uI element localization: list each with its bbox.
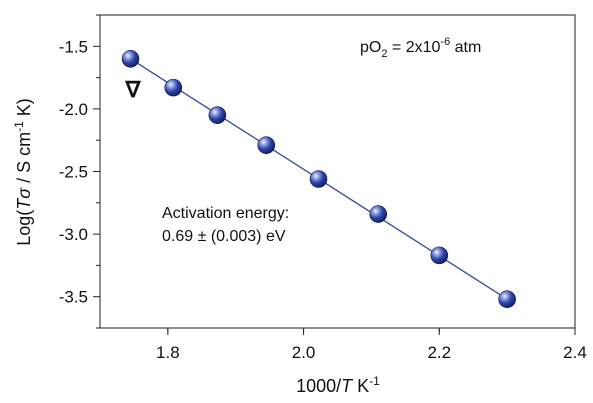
- y-tick-label: -3.0: [59, 225, 88, 244]
- x-tick-label: 2.2: [427, 343, 451, 362]
- data-point: [208, 106, 227, 124]
- data-points: [121, 50, 516, 309]
- plot-frame: [99, 14, 576, 329]
- data-point: [498, 290, 516, 309]
- y-tick-label: -3.5: [59, 288, 88, 307]
- y-axis-title: Log(Tσ / S cm-1 K): [12, 98, 34, 246]
- activation-energy-value: 0.69 ± (0.003) eV: [162, 228, 286, 245]
- y-axis-ticks: [93, 14, 100, 329]
- x-axis-title: 1000/T K-1: [296, 374, 380, 396]
- activation-energy-label: Activation energy:: [162, 205, 289, 222]
- data-point: [369, 205, 388, 223]
- y-axis-tick-labels: -1.5 -2.0 -2.5 -3.0 -3.5: [59, 37, 88, 306]
- x-axis-tick-labels: 1.8 2.0 2.2 2.4: [156, 343, 587, 362]
- data-point: [121, 50, 140, 68]
- x-tick-label: 1.8: [156, 343, 180, 362]
- data-point: [430, 246, 449, 265]
- x-tick-label: 2.4: [563, 343, 587, 362]
- x-axis-ticks: [167, 328, 576, 335]
- x-tick-label: 2.0: [292, 343, 316, 362]
- marker-symbol: ∇: [125, 77, 142, 102]
- data-point: [164, 78, 183, 97]
- y-tick-label: -1.5: [59, 37, 88, 56]
- y-tick-label: -2.5: [59, 163, 88, 182]
- data-point: [257, 136, 276, 155]
- data-point: [309, 170, 328, 188]
- condition-annotation: pO2 = 2x10-6 atm: [360, 36, 481, 60]
- y-tick-label: -2.0: [59, 100, 88, 119]
